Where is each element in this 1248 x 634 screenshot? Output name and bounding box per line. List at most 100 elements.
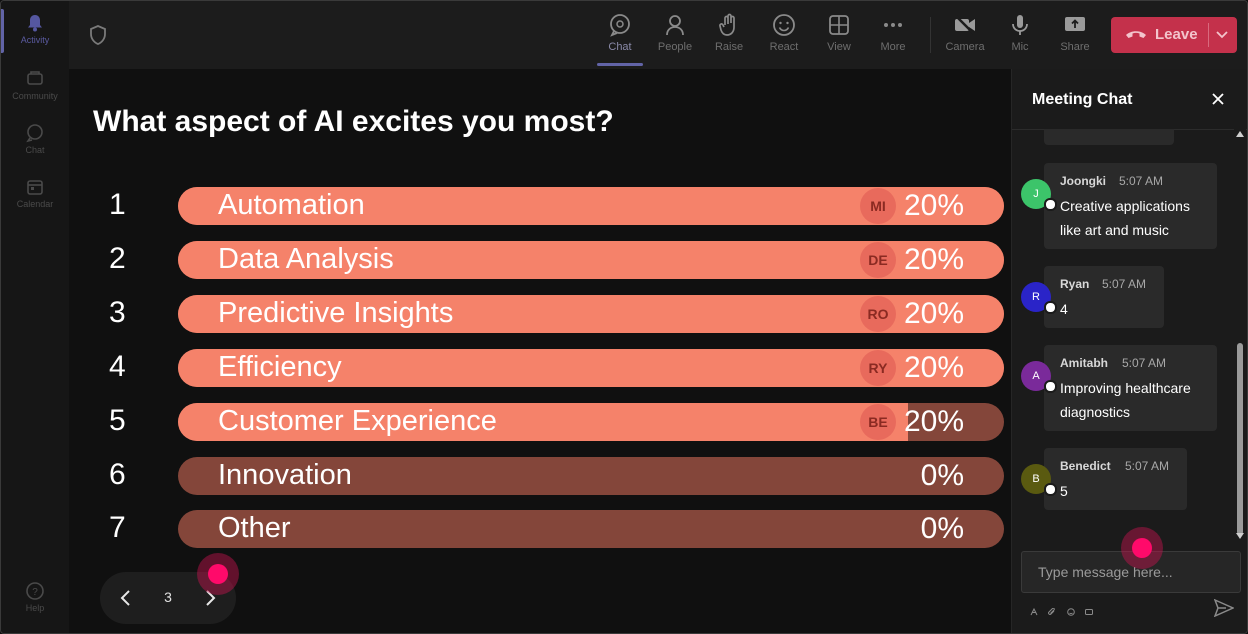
sender-name: Benedict bbox=[1060, 459, 1111, 473]
rail-item-community[interactable]: Community bbox=[1, 61, 69, 113]
option-label: Predictive Insights bbox=[218, 297, 454, 329]
poll-option-row: 6 Innovation 0% bbox=[69, 456, 1011, 496]
option-bar: Efficiency RY 20% bbox=[178, 349, 1004, 387]
avatar: J bbox=[1021, 179, 1051, 209]
format-icon[interactable] bbox=[1030, 607, 1038, 616]
react-button[interactable]: React bbox=[757, 11, 811, 63]
option-percent: 20% bbox=[903, 189, 964, 222]
rail-item-help[interactable]: ? Help bbox=[1, 573, 69, 625]
chat-header: Meeting Chat bbox=[1012, 69, 1247, 130]
message-text-line: Creative applications bbox=[1060, 198, 1190, 214]
chevron-right-icon[interactable] bbox=[200, 586, 220, 610]
sender-name: Ryan bbox=[1060, 277, 1090, 291]
attach-icon[interactable] bbox=[1048, 607, 1056, 616]
emoji-icon[interactable] bbox=[1067, 608, 1075, 616]
help-icon: ? bbox=[26, 582, 44, 600]
option-label: Customer Experience bbox=[218, 405, 497, 437]
message-text: 5 bbox=[1060, 479, 1068, 503]
rail-item-activity[interactable]: Activity bbox=[1, 5, 69, 57]
option-percent: 20% bbox=[903, 405, 964, 438]
message-text-line: like art and music bbox=[1060, 222, 1169, 238]
active-tab-indicator bbox=[597, 63, 643, 66]
rail-item-label: Community bbox=[12, 91, 58, 101]
rail-item-label: Calendar bbox=[16, 199, 54, 209]
leave-label: Leave bbox=[1155, 26, 1198, 43]
poll-option-row: 3 Predictive Insights RO 20% bbox=[69, 294, 1011, 334]
rail-item-chat[interactable]: Chat bbox=[1, 115, 69, 167]
option-number: 1 bbox=[109, 188, 126, 221]
message-time: 5:07 AM bbox=[1119, 174, 1164, 188]
toolbar-divider bbox=[930, 17, 931, 53]
active-indicator bbox=[1, 9, 4, 53]
raise-hand-button[interactable]: Raise bbox=[702, 11, 756, 63]
message-text: Creative applications like art and music bbox=[1060, 194, 1190, 242]
option-bar-fill bbox=[178, 403, 909, 441]
poll-option-row: 1 Automation MI 20% bbox=[69, 186, 1011, 226]
message-list[interactable]: Joongki 5:07 AM Creative applications like … bbox=[1012, 129, 1234, 543]
message-text: 4 bbox=[1060, 297, 1068, 321]
chat-message[interactable]: Benedict 5:07 AM 5 B bbox=[1012, 448, 1234, 510]
chat-icon bbox=[26, 124, 43, 143]
close-icon[interactable] bbox=[1210, 91, 1226, 107]
view-label: View bbox=[827, 41, 851, 53]
option-number: 2 bbox=[109, 242, 126, 275]
compose-toolbar bbox=[1030, 603, 1094, 616]
scroll-up-arrow-icon[interactable] bbox=[1236, 131, 1244, 137]
option-label: Other bbox=[218, 512, 291, 544]
scroll-down-arrow-icon[interactable] bbox=[1236, 533, 1244, 539]
mic-icon bbox=[1012, 15, 1028, 35]
option-percent: 0% bbox=[920, 512, 964, 545]
message-input[interactable] bbox=[1022, 552, 1238, 592]
poll-question: What aspect of AI excites you most? bbox=[93, 105, 614, 138]
poll-option-row: 2 Data Analysis DE 20% bbox=[69, 240, 1011, 280]
poll-option-row: 7 Other 0% bbox=[69, 509, 1011, 549]
people-icon bbox=[666, 15, 684, 36]
people-button[interactable]: People bbox=[648, 11, 702, 63]
message-time: 5:07 AM bbox=[1125, 459, 1170, 473]
option-percent: 20% bbox=[903, 297, 964, 330]
share-button[interactable]: Share bbox=[1048, 11, 1102, 63]
option-number: 7 bbox=[109, 511, 126, 544]
chat-message[interactable]: Joongki 5:07 AM Creative applications like … bbox=[1012, 163, 1234, 249]
pointer-indicator bbox=[1121, 527, 1163, 569]
mic-button[interactable]: Mic bbox=[993, 11, 1047, 63]
option-bar: Automation MI 20% bbox=[178, 187, 1004, 225]
help-label: Help bbox=[25, 603, 45, 613]
meeting-chat-panel: Meeting Chat Joongki 5:07 AM Creative appl… bbox=[1011, 69, 1247, 633]
poll-option-row: 4 Efficiency RY 20% bbox=[69, 348, 1011, 388]
scrollbar[interactable] bbox=[1234, 129, 1246, 543]
share-screen-icon bbox=[1065, 17, 1085, 31]
option-bar: Predictive Insights RO 20% bbox=[178, 295, 1004, 333]
send-icon[interactable] bbox=[1214, 599, 1234, 617]
chat-message[interactable]: Ryan 5:07 AM 4 R bbox=[1012, 266, 1234, 328]
camera-label: Camera bbox=[945, 41, 985, 53]
community-icon bbox=[27, 71, 43, 85]
message-bubble: Amitabh 5:07 AM Improving healthcare diagno… bbox=[1044, 345, 1217, 431]
more-button[interactable]: More bbox=[866, 11, 920, 63]
rail-item-calendar[interactable]: Calendar bbox=[1, 169, 69, 221]
option-number: 6 bbox=[109, 458, 126, 491]
view-button[interactable]: View bbox=[812, 11, 866, 63]
shield-icon[interactable] bbox=[89, 25, 107, 45]
rail-item-label: Activity bbox=[20, 35, 50, 45]
camera-off-icon bbox=[955, 15, 975, 35]
option-number: 5 bbox=[109, 404, 126, 437]
chat-button[interactable]: Chat bbox=[593, 11, 647, 63]
scrollbar-thumb[interactable] bbox=[1237, 343, 1243, 535]
message-bubble-partial bbox=[1044, 129, 1174, 145]
option-number: 3 bbox=[109, 296, 126, 329]
gif-icon[interactable] bbox=[1085, 608, 1094, 616]
leave-button[interactable]: Leave bbox=[1111, 17, 1237, 53]
more-dots-icon bbox=[884, 23, 902, 27]
presence-status-dot bbox=[1044, 198, 1057, 211]
presence-status-dot bbox=[1044, 301, 1057, 314]
smiley-icon bbox=[773, 14, 795, 36]
chevron-left-icon[interactable] bbox=[116, 586, 136, 610]
mic-label: Mic bbox=[1011, 41, 1029, 53]
chevron-down-icon[interactable] bbox=[1215, 29, 1229, 41]
presence-status-dot bbox=[1044, 380, 1057, 393]
option-label: Efficiency bbox=[218, 351, 342, 383]
option-label: Innovation bbox=[218, 459, 352, 491]
chat-message[interactable]: Amitabh 5:07 AM Improving healthcare diagno… bbox=[1012, 345, 1234, 431]
camera-button[interactable]: Camera bbox=[938, 11, 992, 63]
